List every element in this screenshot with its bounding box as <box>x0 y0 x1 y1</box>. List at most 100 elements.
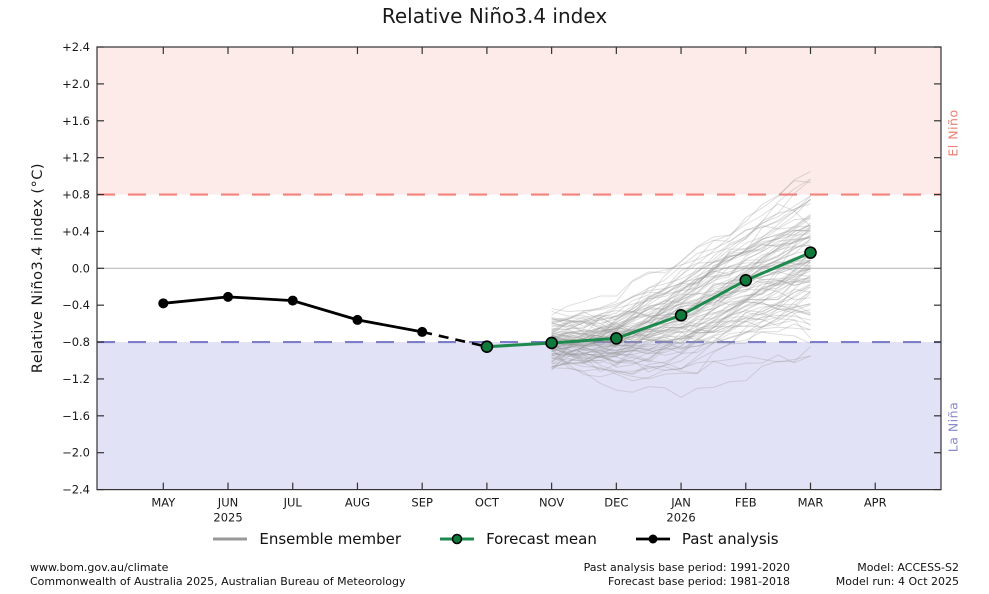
legend: Ensemble member Forecast mean Past analy… <box>0 530 989 548</box>
y-tick-label: 0.0 <box>72 261 90 275</box>
past-forecast-connector <box>421 330 488 348</box>
x-tick-label: AUG <box>345 496 370 510</box>
ensemble-member-line <box>551 291 811 382</box>
forecast-mean-swatch <box>440 533 475 545</box>
ensemble-member-line <box>551 278 811 327</box>
footer-past-base-period: Past analysis base period: 1991-2020 <box>583 561 790 574</box>
ensemble-member-line <box>551 250 811 346</box>
forecast-mean-line <box>486 251 812 349</box>
chart-title: Relative Niño3.4 index <box>381 4 608 28</box>
x-year-label: 2026 <box>666 511 695 525</box>
ensemble-member-line <box>551 266 811 367</box>
y-tick-label: −2.4 <box>62 483 90 497</box>
ensemble-member-line <box>551 301 811 352</box>
footer-model-name: Model: ACCESS-S2 <box>857 561 959 574</box>
ensemble-member-line <box>551 178 811 336</box>
footer-source: www.bom.gov.au/climate Commonwealth of A… <box>30 561 405 588</box>
x-tick-label: MAY <box>151 496 176 510</box>
legend-item-ensemble: Ensemble member <box>210 530 401 548</box>
ensemble-member-line <box>551 230 811 347</box>
ensemble-member-line <box>551 274 811 364</box>
ensemble-member-line <box>551 229 811 343</box>
footer-forecast-base-period: Forecast base period: 1981-2018 <box>608 574 790 588</box>
ensemble-member-line <box>551 319 811 349</box>
ensemble-member-line <box>551 267 811 362</box>
footer-model-info: Model: ACCESS-S2 Model run: 4 Oct 2025 <box>836 561 959 588</box>
ensemble-member-line <box>551 277 811 373</box>
footer-source-url: www.bom.gov.au/climate <box>30 561 169 574</box>
ensemble-member-line <box>551 290 811 362</box>
ensemble-member-line <box>551 261 811 349</box>
ensemble-member-line <box>551 218 811 328</box>
footer-model-run: Model run: 4 Oct 2025 <box>835 574 959 588</box>
ensemble-member-line <box>551 301 811 353</box>
forecast-mean-marker <box>739 273 753 287</box>
legend-item-forecast: Forecast mean <box>437 530 597 548</box>
ensemble-member-line <box>551 224 811 327</box>
ensemble-member-line <box>551 236 811 322</box>
ensemble-member-line <box>551 198 811 340</box>
ensemble-member-line <box>551 347 811 375</box>
x-tick-label: NOV <box>539 496 564 510</box>
footer-base-periods: Past analysis base period: 1991-2020 For… <box>584 561 790 588</box>
x-tick-label: APR <box>864 496 887 510</box>
ensemble-member-line <box>551 199 811 333</box>
ensemble-member-line <box>551 217 811 326</box>
ensemble-member-line <box>551 303 811 358</box>
past-analysis-marker <box>223 291 234 302</box>
x-tick-label: SEP <box>411 496 433 510</box>
ensemble-member-line <box>551 203 811 316</box>
ensemble-member-line <box>551 278 811 347</box>
ensemble-member-line <box>551 261 811 333</box>
ensemble-member-line <box>551 244 811 347</box>
ensemble-member-line <box>551 259 811 347</box>
ensemble-member-line <box>551 226 811 374</box>
ensemble-member-line <box>551 323 811 356</box>
ensemble-member-line <box>551 171 811 349</box>
x-tick-label: OCT <box>475 496 500 510</box>
past-analysis-marker <box>417 326 428 337</box>
ensemble-member-line <box>551 198 811 334</box>
ensemble-member-line <box>551 288 811 352</box>
ensemble-member-line <box>551 331 811 345</box>
ensemble-member-line <box>551 229 811 351</box>
x-tick-label: FEB <box>735 496 757 510</box>
ensemble-member-line <box>551 310 811 355</box>
ensemble-member-line <box>551 261 811 358</box>
x-tick-label: JAN <box>670 496 691 510</box>
ensemble-member-line <box>551 235 811 369</box>
la-nina-region <box>97 342 941 490</box>
ensemble-member-line <box>551 195 811 350</box>
y-tick-label: +1.2 <box>62 151 90 165</box>
y-tick-label: +1.6 <box>62 114 90 128</box>
ensemble-member-line <box>551 267 811 357</box>
ensemble-member-line <box>551 232 811 331</box>
y-tick-label: −0.8 <box>62 335 90 349</box>
ensemble-member-line <box>551 332 811 374</box>
ensemble-member-line <box>551 286 811 342</box>
forecast-mean-marker <box>674 309 688 322</box>
ensemble-member-line <box>551 259 811 368</box>
ensemble-member-line <box>551 195 811 337</box>
past-analysis-swatch <box>635 534 670 544</box>
ensemble-member-line <box>551 276 811 364</box>
ensemble-member-line <box>551 236 811 351</box>
ensemble-member-line <box>551 286 811 351</box>
forecast-mean-marker <box>610 332 623 345</box>
x-tick-label: JUN <box>217 496 238 510</box>
ensemble-member-line <box>551 346 811 398</box>
y-tick-label: +2.4 <box>62 40 90 54</box>
legend-item-past: Past analysis <box>633 530 779 548</box>
y-tick-label: −0.4 <box>62 298 90 312</box>
forecast-mean-marker <box>545 336 558 350</box>
ensemble-member-line <box>551 179 811 346</box>
forecast-mean-marker <box>804 246 817 259</box>
y-tick-label: +0.8 <box>62 188 90 202</box>
ensemble-member-line <box>551 215 811 359</box>
ensemble-member-line <box>551 269 811 344</box>
ensemble-line-swatch <box>213 537 248 541</box>
y-tick-label: +2.0 <box>62 77 90 91</box>
ensemble-member-line <box>551 259 811 337</box>
ensemble-member-line <box>551 213 811 366</box>
